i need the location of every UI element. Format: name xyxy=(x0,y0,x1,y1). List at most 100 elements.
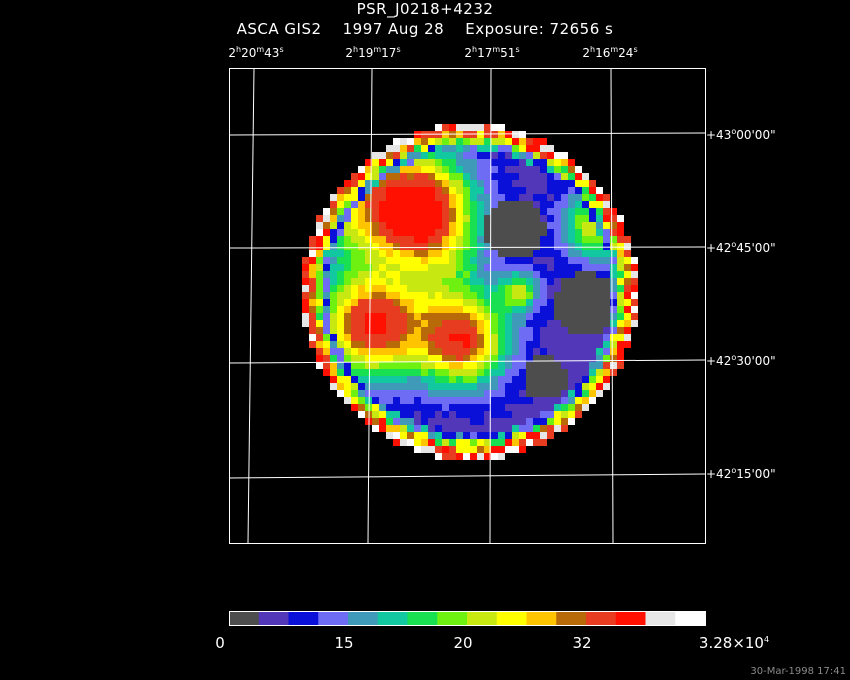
ra-grid-line xyxy=(247,67,255,544)
image-pixel xyxy=(540,397,547,404)
image-pixel xyxy=(456,187,463,194)
image-pixel xyxy=(519,411,526,418)
image-pixel xyxy=(449,313,456,320)
image-pixel xyxy=(358,292,365,299)
image-pixel xyxy=(330,334,337,341)
image-pixel xyxy=(603,299,610,306)
image-pixel xyxy=(547,292,554,299)
image-pixel xyxy=(575,397,582,404)
image-pixel xyxy=(372,264,379,271)
image-pixel xyxy=(442,236,449,243)
image-pixel xyxy=(554,222,561,229)
image-pixel xyxy=(372,397,379,404)
image-pixel xyxy=(400,348,407,355)
image-pixel xyxy=(435,159,442,166)
colorbar xyxy=(229,611,706,626)
image-pixel xyxy=(568,250,575,257)
image-pixel xyxy=(358,229,365,236)
image-pixel xyxy=(330,376,337,383)
image-pixel xyxy=(519,397,526,404)
image-pixel xyxy=(589,215,596,222)
image-pixel xyxy=(442,404,449,411)
image-pixel xyxy=(512,250,519,257)
image-pixel xyxy=(400,152,407,159)
image-pixel xyxy=(463,124,470,131)
image-pixel xyxy=(456,446,463,453)
image-pixel xyxy=(323,278,330,285)
image-pixel xyxy=(498,446,505,453)
image-pixel xyxy=(435,404,442,411)
image-pixel xyxy=(393,292,400,299)
image-pixel xyxy=(596,369,603,376)
image-pixel xyxy=(477,264,484,271)
image-pixel xyxy=(498,201,505,208)
image-pixel xyxy=(330,194,337,201)
image-pixel xyxy=(554,348,561,355)
image-pixel xyxy=(484,208,491,215)
image-pixel xyxy=(372,166,379,173)
image-pixel xyxy=(575,313,582,320)
image-pixel xyxy=(351,397,358,404)
image-pixel xyxy=(414,264,421,271)
image-pixel xyxy=(372,285,379,292)
image-pixel xyxy=(547,250,554,257)
dec-grid-line xyxy=(228,246,706,249)
image-pixel xyxy=(596,229,603,236)
image-pixel xyxy=(351,299,358,306)
image-pixel xyxy=(456,432,463,439)
image-pixel xyxy=(379,376,386,383)
image-pixel xyxy=(561,327,568,334)
image-pixel xyxy=(519,236,526,243)
image-pixel xyxy=(428,446,435,453)
image-pixel xyxy=(512,180,519,187)
image-pixel xyxy=(386,278,393,285)
image-pixel xyxy=(456,124,463,131)
image-pixel xyxy=(477,243,484,250)
image-pixel xyxy=(498,222,505,229)
image-pixel xyxy=(526,397,533,404)
image-pixel xyxy=(491,208,498,215)
image-pixel xyxy=(512,390,519,397)
image-pixel xyxy=(526,299,533,306)
image-pixel xyxy=(575,264,582,271)
image-pixel xyxy=(365,201,372,208)
image-pixel xyxy=(351,264,358,271)
image-pixel xyxy=(449,180,456,187)
image-pixel xyxy=(575,229,582,236)
image-pixel xyxy=(512,257,519,264)
image-pixel xyxy=(533,376,540,383)
image-pixel xyxy=(463,348,470,355)
image-pixel xyxy=(617,285,624,292)
image-pixel xyxy=(372,327,379,334)
image-pixel xyxy=(540,404,547,411)
image-pixel xyxy=(512,187,519,194)
image-pixel xyxy=(330,355,337,362)
image-pixel xyxy=(379,327,386,334)
image-pixel xyxy=(519,131,526,138)
image-pixel xyxy=(414,299,421,306)
image-pixel xyxy=(568,362,575,369)
image-pixel xyxy=(372,201,379,208)
image-pixel xyxy=(624,243,631,250)
image-pixel xyxy=(456,278,463,285)
image-pixel xyxy=(491,250,498,257)
image-pixel xyxy=(435,271,442,278)
image-pixel xyxy=(477,187,484,194)
image-pixel xyxy=(470,145,477,152)
image-pixel xyxy=(400,341,407,348)
image-pixel xyxy=(302,264,309,271)
image-pixel xyxy=(358,257,365,264)
image-pixel xyxy=(526,383,533,390)
image-pixel xyxy=(484,257,491,264)
image-pixel xyxy=(484,201,491,208)
image-pixel xyxy=(442,194,449,201)
image-pixel xyxy=(575,362,582,369)
image-pixel xyxy=(407,362,414,369)
image-pixel xyxy=(610,264,617,271)
image-pixel xyxy=(351,327,358,334)
image-pixel xyxy=(407,180,414,187)
image-pixel xyxy=(498,215,505,222)
image-pixel xyxy=(624,285,631,292)
image-pixel xyxy=(568,159,575,166)
image-pixel xyxy=(610,355,617,362)
